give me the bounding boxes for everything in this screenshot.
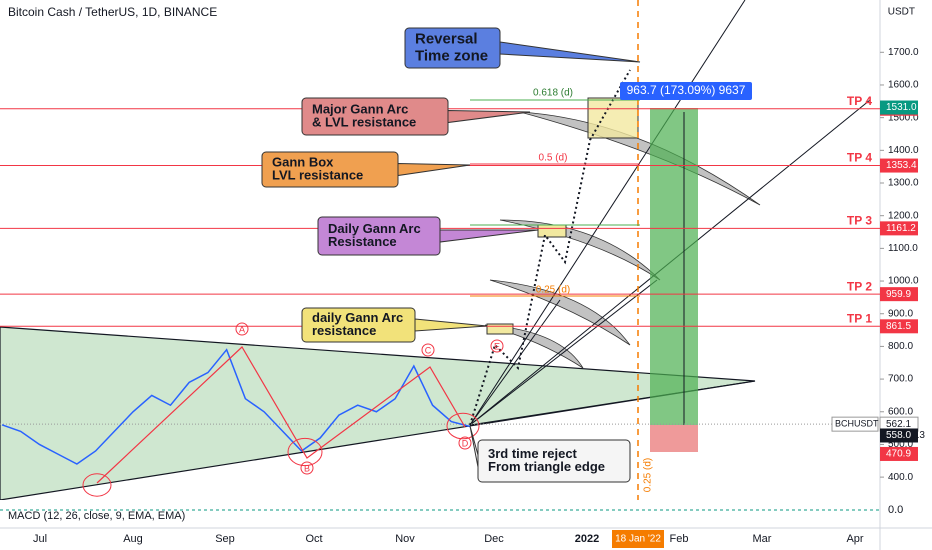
point-label: C [425,345,432,355]
callout-text: Major Gann Arc [312,101,408,116]
price-tag-label: 558.0 [886,430,911,441]
level-tag [880,221,918,236]
macd-label: MACD (12, 26, close, 9, EMA, EMA) [8,510,185,522]
callout-text: daily Gann Arc [312,310,403,325]
x-tick-label: Apr [846,533,863,545]
level-tag [880,158,918,173]
x-tick-label: Aug [123,533,143,545]
level-tag [880,287,918,302]
callout-text: & LVL resistance [312,114,416,129]
y-tick-label: 1200.0 [888,210,919,221]
currency: USDT [888,7,915,18]
callout-box [477,439,631,483]
level-tag-label: 959.9 [886,289,911,300]
touch-circle [287,437,323,467]
y-tick-label: 1500.0 [888,112,919,123]
zigzag [96,346,466,484]
triangle [0,326,756,501]
price-tag-label: 1531.0 [886,102,917,113]
point-label: A [239,324,245,334]
cursor-date-box [612,530,664,548]
point-label: B [304,463,310,473]
x-tick-label: Feb [670,533,689,545]
point-marker [421,343,435,357]
price-tag [880,446,918,461]
price-tag-label: 562.1 [886,419,911,430]
price-tag [880,428,918,443]
fib-label: 0.5 (d) [539,153,568,164]
y-tick-label: 400.0 [888,472,913,483]
y-tick-label: 600.0 [888,406,913,417]
macd-tick-label: 0.0 [888,504,903,516]
price-tag-label: 470.9 [886,449,911,460]
callout-box [301,97,449,136]
level-tag-label: 1353.4 [886,160,917,171]
x-tick-label: Nov [395,533,415,545]
callout-text: 3rd time reject [488,446,578,461]
fib-label: 0.25 (d) [536,285,570,296]
level-label: TP 1 [847,311,872,325]
price-line [1,348,471,465]
measure-box [620,82,752,100]
y-tick-label: 1700.0 [888,47,919,58]
callout-text: LVL resistance [272,167,363,182]
level-tag-label: 1161.2 [886,223,916,234]
fib-label: 0.618 (d) [533,88,573,99]
level-label: TP 4 [847,94,872,108]
touch-circle [82,473,112,497]
callout-text: Time zone [415,47,488,64]
price-tag [880,100,918,115]
gann-boxes [486,97,639,335]
touch-circle [446,412,480,440]
stop-zone [650,425,698,452]
x-tick-label: 2022 [575,533,599,545]
chart-title: Bitcoin Cash / TetherUS, 1D, BINANCE [8,5,217,19]
callout-box [404,27,501,69]
x-tick-label: Oct [305,533,322,545]
callout-text: From triangle edge [488,459,605,474]
y-tick-label: 800.0 [888,341,913,352]
x-tick-label: Jul [33,533,47,545]
x-tick-label: Sep [215,533,235,545]
y-tick-label: 700.0 [888,374,913,385]
callout-text: Gann Box [272,154,334,169]
target-zone [650,108,698,425]
y-tick-label: 1400.0 [888,145,919,156]
fib-label: 0.25 (d) [643,458,654,492]
y-tick-label: 1000.0 [888,276,919,287]
y-tick-label: 1600.0 [888,80,919,91]
ticker-label: BCHUSDT [835,419,879,429]
level-label: TP 3 [847,214,872,228]
point-marker [235,322,249,336]
x-tick-label: Dec [484,533,504,545]
x-tick-label: Mar [753,533,772,545]
measure-label: 963.7 (173.09%) 9637 [627,83,746,97]
cursor-date: 18 Jan '22 [615,534,661,545]
level-tag [880,319,918,334]
callout-text: Daily Gann Arc [328,221,421,236]
callout-text: Resistance [328,234,397,249]
level-label: TP 2 [847,279,872,293]
callout-box [317,216,441,256]
point-marker [300,461,314,475]
y-tick-label: 500.0 [888,439,913,450]
level-label: TP 4 [847,151,872,165]
macd-pane [0,500,880,528]
callout-box [301,307,416,343]
projection-path [469,69,631,426]
point-marker [490,339,504,353]
y-tick-label: 1300.0 [888,178,919,189]
y-tick-label: 900.0 [888,308,913,319]
point-label: E [494,341,500,351]
callout-box [261,151,399,188]
point-marker [458,436,472,450]
point-label: D [462,438,469,448]
y-tick-label: 1100.0 [888,243,918,254]
callout-text: resistance [312,323,376,338]
callout-text: Reversal [415,30,478,47]
level-tag-label: 861.5 [886,321,911,332]
